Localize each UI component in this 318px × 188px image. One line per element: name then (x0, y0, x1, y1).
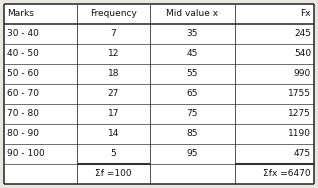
Text: 30 - 40: 30 - 40 (7, 30, 39, 39)
Text: 35: 35 (187, 30, 198, 39)
Text: Σfx =6470: Σfx =6470 (263, 170, 311, 178)
Text: 1755: 1755 (288, 89, 311, 99)
Text: 1190: 1190 (288, 130, 311, 139)
Text: 80 - 90: 80 - 90 (7, 130, 39, 139)
Text: Fx: Fx (301, 10, 311, 18)
Text: 5: 5 (110, 149, 116, 158)
Text: Frequency: Frequency (90, 10, 137, 18)
Text: 75: 75 (187, 109, 198, 118)
Text: Mid value x: Mid value x (166, 10, 218, 18)
Text: 50 - 60: 50 - 60 (7, 70, 39, 79)
Text: 7: 7 (110, 30, 116, 39)
Text: 1275: 1275 (288, 109, 311, 118)
Text: 95: 95 (187, 149, 198, 158)
Text: 45: 45 (187, 49, 198, 58)
Text: 245: 245 (294, 30, 311, 39)
Text: 85: 85 (187, 130, 198, 139)
Text: Marks: Marks (7, 10, 34, 18)
Text: 55: 55 (187, 70, 198, 79)
Text: 14: 14 (107, 130, 119, 139)
Text: 70 - 80: 70 - 80 (7, 109, 39, 118)
Text: 40 - 50: 40 - 50 (7, 49, 39, 58)
Text: 90 - 100: 90 - 100 (7, 149, 45, 158)
Text: 60 - 70: 60 - 70 (7, 89, 39, 99)
Text: 540: 540 (294, 49, 311, 58)
Text: 990: 990 (294, 70, 311, 79)
Text: 17: 17 (107, 109, 119, 118)
Text: 18: 18 (107, 70, 119, 79)
Text: Σf =100: Σf =100 (95, 170, 132, 178)
Text: 475: 475 (294, 149, 311, 158)
Text: 65: 65 (187, 89, 198, 99)
Text: 27: 27 (107, 89, 119, 99)
Text: 12: 12 (107, 49, 119, 58)
